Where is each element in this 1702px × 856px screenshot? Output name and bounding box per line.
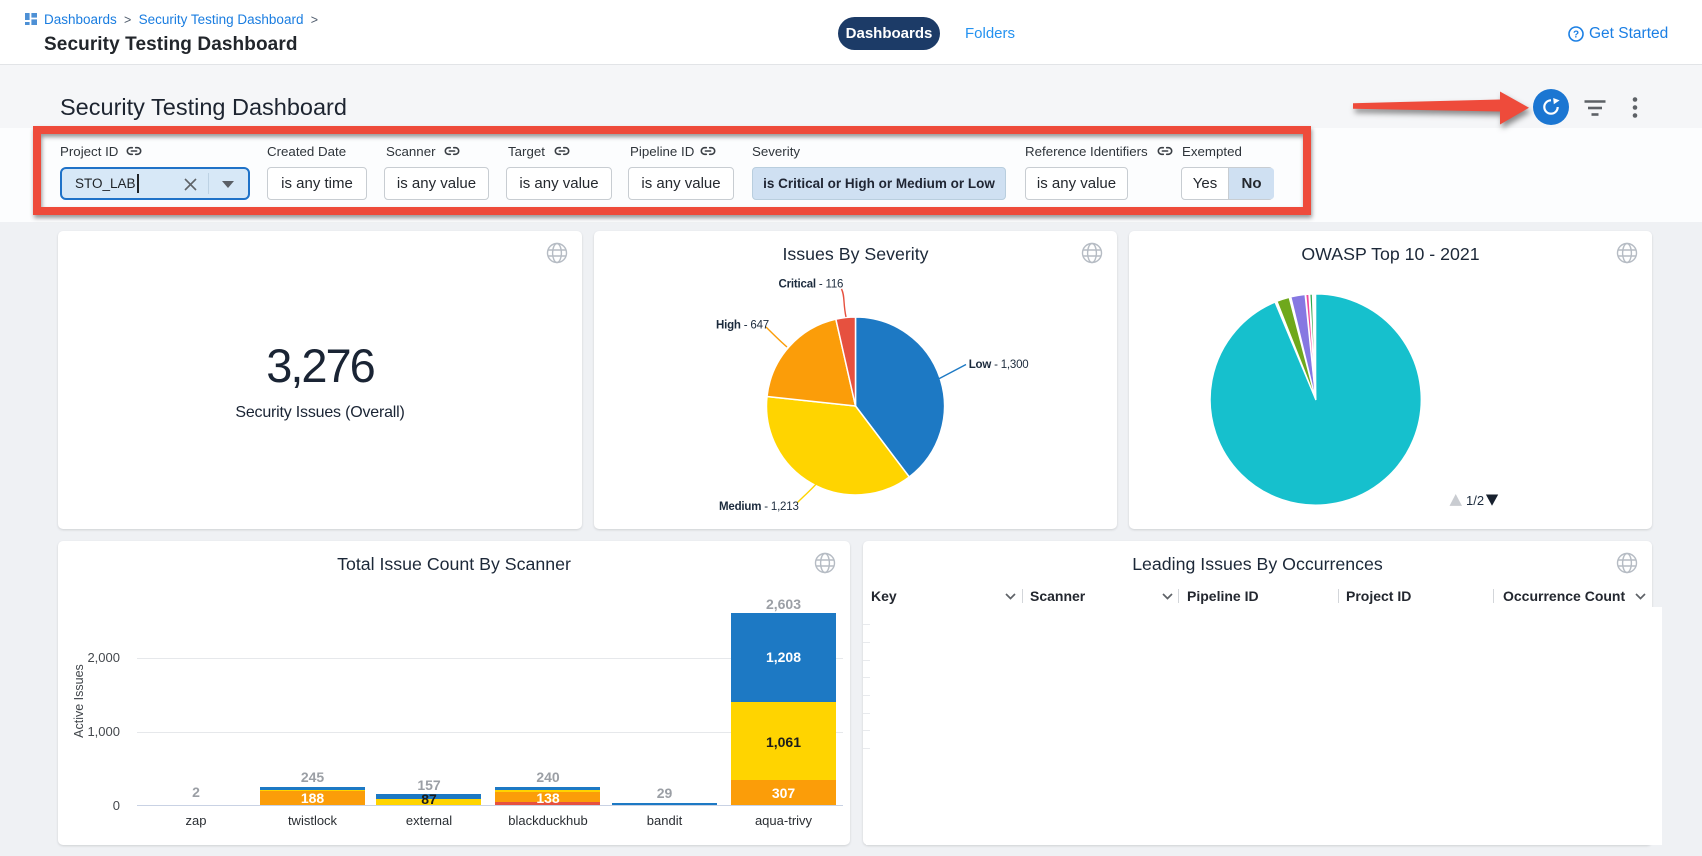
svg-text:High - 647: High - 647 [716,319,769,331]
svg-text:Low - 1,300: Low - 1,300 [969,359,1029,371]
svg-text:1/2: 1/2 [1466,493,1484,508]
svg-text:Medium - 1,213: Medium - 1,213 [719,501,799,513]
svg-text:?: ? [1573,30,1579,41]
svg-text:Critical - 116: Critical - 116 [779,279,844,291]
